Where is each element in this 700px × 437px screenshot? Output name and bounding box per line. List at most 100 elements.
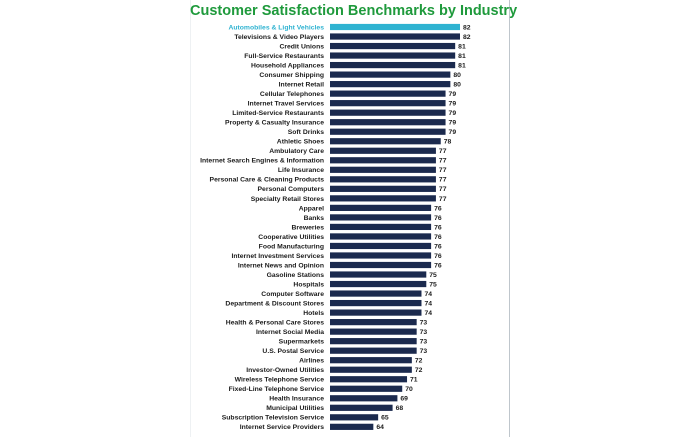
bar bbox=[330, 214, 432, 221]
category-label: Household Appliances bbox=[251, 62, 324, 69]
category-label: Internet Travel Services bbox=[248, 101, 325, 108]
category-label: Food Manufacturing bbox=[259, 243, 324, 250]
bar bbox=[330, 328, 417, 335]
value-label: 77 bbox=[439, 158, 447, 165]
category-label: Apparel bbox=[299, 205, 324, 212]
category-label: Personal Computers bbox=[258, 186, 325, 193]
category-label: Subscription Television Service bbox=[222, 415, 324, 422]
bar bbox=[330, 223, 432, 231]
category-label: Gasoline Stations bbox=[267, 272, 325, 279]
bar bbox=[330, 338, 417, 345]
category-label: Computer Software bbox=[261, 291, 324, 298]
category-label: Airlines bbox=[299, 358, 324, 365]
bar bbox=[330, 271, 427, 278]
value-label: 74 bbox=[424, 300, 432, 307]
category-label: Internet Investment Services bbox=[231, 253, 324, 260]
bar bbox=[330, 299, 422, 307]
bar bbox=[330, 61, 456, 69]
value-label: 68 bbox=[396, 405, 404, 412]
category-label: Wireless Telephone Service bbox=[235, 377, 325, 384]
value-label: 76 bbox=[434, 234, 442, 241]
category-label: Breweries bbox=[292, 224, 325, 231]
category-label: Televisions & Video Players bbox=[234, 34, 324, 41]
value-label: 76 bbox=[434, 215, 442, 222]
value-label: 76 bbox=[434, 253, 442, 260]
value-label: 79 bbox=[449, 101, 457, 108]
value-label: 74 bbox=[424, 291, 432, 298]
value-label: 72 bbox=[415, 358, 423, 365]
chart-frame bbox=[190, 0, 510, 437]
bar bbox=[330, 423, 374, 430]
value-label: 76 bbox=[434, 262, 442, 269]
bar bbox=[330, 357, 412, 364]
category-label: Consumer Shipping bbox=[259, 72, 324, 79]
bar bbox=[330, 42, 456, 50]
value-label: 73 bbox=[420, 348, 428, 355]
bar bbox=[330, 157, 436, 164]
category-label: Health & Personal Care Stores bbox=[226, 320, 324, 327]
bar bbox=[330, 147, 436, 154]
value-label: 75 bbox=[429, 272, 437, 279]
value-label: 73 bbox=[420, 339, 428, 346]
value-label: 81 bbox=[458, 62, 466, 69]
category-label: Internet News and Opinion bbox=[238, 262, 324, 269]
value-label: 79 bbox=[449, 129, 457, 136]
bar bbox=[330, 119, 446, 126]
bar bbox=[330, 319, 417, 326]
value-label: 77 bbox=[439, 177, 447, 184]
bar bbox=[330, 23, 460, 31]
category-label: Internet Service Providers bbox=[240, 424, 324, 431]
value-label: 81 bbox=[458, 53, 466, 60]
value-label: 76 bbox=[434, 243, 442, 250]
bar bbox=[330, 90, 446, 97]
bar bbox=[330, 404, 393, 411]
bar bbox=[330, 385, 403, 392]
bar bbox=[330, 195, 436, 202]
bar bbox=[330, 366, 412, 373]
value-label: 77 bbox=[439, 148, 447, 155]
value-label: 71 bbox=[410, 377, 418, 384]
category-label: Investor-Owned Utilities bbox=[246, 367, 324, 374]
value-label: 77 bbox=[439, 196, 447, 203]
category-label: Automobiles & Light Vehicles bbox=[228, 24, 324, 31]
bar bbox=[330, 81, 451, 88]
bar bbox=[330, 185, 436, 192]
bar bbox=[330, 33, 460, 40]
value-label: 75 bbox=[429, 281, 437, 288]
category-label: Credit Unions bbox=[279, 43, 324, 50]
category-label: Life Insurance bbox=[278, 167, 324, 174]
category-label: Hospitals bbox=[293, 281, 324, 288]
category-label: Ambulatory Care bbox=[269, 148, 324, 155]
value-label: 69 bbox=[400, 396, 408, 403]
value-label: 70 bbox=[405, 386, 413, 393]
value-label: 77 bbox=[439, 167, 447, 174]
category-label: Hotels bbox=[303, 310, 324, 317]
value-label: 64 bbox=[376, 424, 384, 431]
value-label: 76 bbox=[434, 205, 442, 212]
value-label: 73 bbox=[420, 320, 428, 327]
bar bbox=[330, 280, 427, 288]
category-label: Specialty Retail Stores bbox=[251, 196, 325, 203]
category-label: Athletic Shoes bbox=[277, 139, 324, 146]
bar bbox=[330, 347, 417, 354]
category-label: Cellular Telephones bbox=[260, 91, 324, 98]
category-label: Municipal Utilities bbox=[266, 405, 324, 412]
category-label: Soft Drinks bbox=[288, 129, 324, 136]
category-label: Personal Care & Cleaning Products bbox=[210, 177, 325, 184]
category-label: Cooperative Utilities bbox=[258, 234, 324, 241]
value-label: 82 bbox=[463, 34, 471, 41]
value-label: 81 bbox=[458, 43, 466, 50]
bar bbox=[330, 71, 451, 78]
chart-title: Customer Satisfaction Benchmarks by Indu… bbox=[190, 3, 518, 19]
value-label: 72 bbox=[415, 367, 423, 374]
value-label: 79 bbox=[449, 110, 457, 117]
bar bbox=[330, 176, 436, 183]
value-label: 80 bbox=[453, 72, 461, 79]
bar bbox=[330, 138, 441, 145]
value-label: 77 bbox=[439, 186, 447, 193]
value-label: 80 bbox=[453, 82, 461, 89]
bar bbox=[330, 261, 432, 269]
bar bbox=[330, 100, 446, 107]
